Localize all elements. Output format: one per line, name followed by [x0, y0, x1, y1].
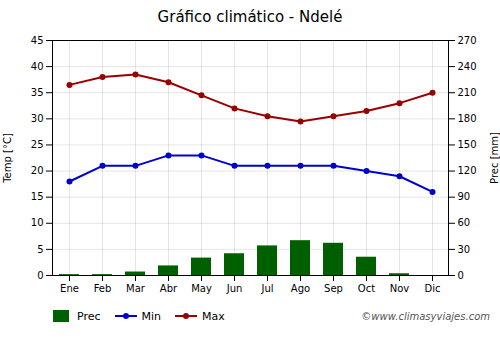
html-text:Gráfico climático - Ndelé: Gráfico climático - Ndelé — [157, 8, 343, 26]
svg-text:Ago: Ago — [291, 283, 310, 294]
svg-text:30: 30 — [31, 113, 44, 124]
svg-text:210: 210 — [458, 87, 477, 98]
svg-text:30: 30 — [458, 244, 471, 255]
svg-text:5: 5 — [37, 244, 43, 255]
svg-text:Abr: Abr — [160, 283, 178, 294]
svg-text:15: 15 — [31, 191, 44, 202]
svg-text:40: 40 — [31, 61, 44, 72]
svg-text:0: 0 — [458, 270, 464, 281]
svg-text:0: 0 — [37, 270, 43, 281]
svg-text:10: 10 — [31, 217, 44, 228]
svg-text:120: 120 — [458, 165, 477, 176]
svg-text:Temp [°C]: Temp [°C] — [2, 133, 13, 184]
svg-text:240: 240 — [458, 61, 477, 72]
svg-text:60: 60 — [458, 217, 471, 228]
svg-text:May: May — [191, 283, 212, 294]
svg-text:Mar: Mar — [126, 283, 146, 294]
svg-text:25: 25 — [31, 139, 44, 150]
html-text:Prec: Prec — [77, 309, 101, 323]
svg-text:180: 180 — [458, 113, 477, 124]
svg-text:Feb: Feb — [94, 283, 112, 294]
svg-text:Jun: Jun — [226, 283, 243, 294]
svg-text:20: 20 — [31, 165, 44, 176]
svg-text:Sep: Sep — [324, 283, 343, 294]
svg-text:45: 45 — [31, 35, 44, 46]
svg-text:35: 35 — [31, 87, 44, 98]
svg-text:Ene: Ene — [60, 283, 79, 294]
svg-text:Prec [mm]: Prec [mm] — [489, 132, 500, 184]
svg-text:Dic: Dic — [425, 283, 441, 294]
html-text:Min: Min — [141, 309, 162, 323]
svg-text:150: 150 — [458, 139, 477, 150]
svg-text:Oct: Oct — [358, 283, 375, 294]
svg-text:90: 90 — [458, 191, 471, 202]
html-text:©www.climasyviajes.com: ©www.climasyviajes.com — [361, 310, 490, 322]
svg-text:Jul: Jul — [260, 283, 273, 294]
svg-text:Nov: Nov — [390, 283, 410, 294]
svg-text:270: 270 — [458, 35, 477, 46]
html-text:Max: Max — [202, 309, 225, 323]
